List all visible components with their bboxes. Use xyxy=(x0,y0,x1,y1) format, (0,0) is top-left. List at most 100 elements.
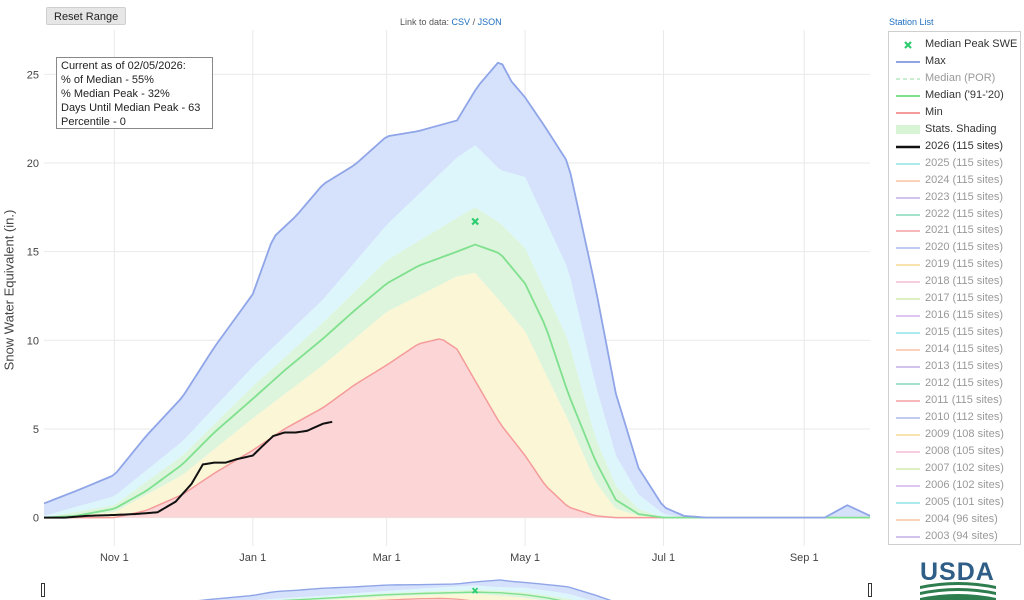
current-year-2026-line xyxy=(44,420,333,519)
y-tick-label: 15 xyxy=(27,247,39,259)
legend-swatch xyxy=(896,145,920,148)
legend-swatch xyxy=(896,484,920,487)
mini-median-peak-marker xyxy=(471,587,479,594)
y-tick-label: 0 xyxy=(33,513,39,525)
legend-swatch xyxy=(896,60,920,63)
range-slider-left-handle[interactable] xyxy=(41,583,45,597)
legend-swatch xyxy=(896,247,920,250)
legend-item[interactable]: Median Peak SWE xyxy=(889,36,1020,53)
legend-item[interactable]: 2023 (115 sites) xyxy=(889,189,1020,206)
legend-item[interactable]: 2015 (115 sites) xyxy=(889,324,1020,341)
range-slider-right-handle[interactable] xyxy=(868,583,872,597)
legend-label: Median ('91-'20) xyxy=(925,88,1004,101)
legend-swatch xyxy=(896,196,920,199)
legend-item[interactable]: Median (POR) xyxy=(889,70,1020,87)
legend-label: 2021 (115 sites) xyxy=(925,224,1004,237)
legend-item[interactable]: 2011 (115 sites) xyxy=(889,392,1020,409)
legend-item[interactable]: 2009 (108 sites) xyxy=(889,426,1020,443)
range-slider-preview xyxy=(46,578,868,600)
legend-label: 2023 (115 sites) xyxy=(925,190,1004,203)
legend-item[interactable]: Min xyxy=(889,104,1020,121)
x-tick-label: May 1 xyxy=(510,552,540,564)
line-layer xyxy=(43,61,871,519)
legend-item[interactable]: 2006 (102 sites) xyxy=(889,477,1020,494)
x-tick-label: Jul 1 xyxy=(652,552,675,564)
legend-swatch xyxy=(896,315,920,318)
legend-item[interactable]: 2024 (115 sites) xyxy=(889,172,1020,189)
legend-swatch xyxy=(896,518,920,521)
tick-layer: 0 5 10 15 20 25 Nov 1 Jan 1 Mar 1 May 1 Jul 1 Sep 1 xyxy=(27,69,819,564)
y-tick-label: 25 xyxy=(27,69,39,81)
band-70-30 xyxy=(44,207,870,518)
mini-band-max-90 xyxy=(204,580,610,600)
legend-item[interactable]: 2022 (115 sites) xyxy=(889,206,1020,223)
current-status-box: Current as of 02/05/2026: % of Median - … xyxy=(56,57,213,129)
legend-label: 2024 (115 sites) xyxy=(925,173,1004,186)
legend-item[interactable]: 2016 (115 sites) xyxy=(889,307,1020,324)
legend-item[interactable]: 2014 (115 sites) xyxy=(889,341,1020,358)
legend-label: 2005 (101 sites) xyxy=(925,495,1004,508)
json-link[interactable]: JSON xyxy=(477,17,502,27)
legend-swatch xyxy=(896,213,920,216)
legend-item[interactable]: 2021 (115 sites) xyxy=(889,222,1020,239)
mini-max-line xyxy=(198,579,612,600)
legend-swatch xyxy=(896,94,920,97)
legend-label: 2013 (115 sites) xyxy=(925,360,1004,373)
legend-item[interactable]: 2020 (115 sites) xyxy=(889,239,1020,256)
legend-item[interactable]: 2008 (105 sites) xyxy=(889,443,1020,460)
legend-label: 2009 (108 sites) xyxy=(925,427,1004,440)
legend-swatch xyxy=(896,416,920,419)
band-min-zero xyxy=(44,339,870,518)
legend-label: 2011 (115 sites) xyxy=(925,393,1003,406)
legend-label: Stats. Shading xyxy=(925,122,997,135)
band-30-min xyxy=(44,272,870,518)
mini-band-90-70 xyxy=(256,585,590,600)
legend-label: 2003 (94 sites) xyxy=(925,529,998,542)
legend-item[interactable]: 2010 (112 sites) xyxy=(889,409,1020,426)
legend-swatch xyxy=(896,383,920,385)
legend-label: 2017 (115 sites) xyxy=(925,292,1004,305)
legend-label: 2022 (115 sites) xyxy=(925,207,1004,220)
legend-item[interactable]: Median ('91-'20) xyxy=(889,87,1020,104)
legend-swatch xyxy=(904,41,912,49)
legend-swatch xyxy=(896,162,920,165)
legend-swatch xyxy=(896,501,920,504)
csv-link[interactable]: CSV xyxy=(451,17,471,27)
median-peak-marker xyxy=(471,217,479,226)
station-list-link[interactable]: Station List xyxy=(889,17,934,27)
legend-label: 2004 (96 sites) xyxy=(925,512,998,525)
x-tick-label: Sep 1 xyxy=(790,552,819,564)
y-tick-label: 5 xyxy=(33,424,39,436)
legend-item[interactable]: 2025 (115 sites) xyxy=(889,155,1020,172)
usda-logo-swoosh-2 xyxy=(920,588,996,595)
legend-item[interactable]: 2003 (94 sites) xyxy=(889,528,1020,545)
legend-swatch xyxy=(896,124,920,134)
x-tick-label: Nov 1 xyxy=(100,552,129,564)
legend-item[interactable]: Max xyxy=(889,53,1020,70)
legend-label: 2016 (115 sites) xyxy=(925,309,1004,322)
legend-item[interactable]: 2018 (115 sites) xyxy=(889,273,1020,290)
data-links-prefix: Link to data: xyxy=(400,17,452,27)
legend-item[interactable]: 2013 (115 sites) xyxy=(889,358,1020,375)
legend-swatch xyxy=(896,230,920,233)
legend-item[interactable]: 2004 (96 sites) xyxy=(889,511,1020,528)
legend-label: 2026 (115 sites) xyxy=(925,139,1004,152)
legend-item[interactable]: 2007 (102 sites) xyxy=(889,460,1020,477)
legend-item[interactable]: Stats. Shading xyxy=(889,121,1020,138)
band-layer xyxy=(44,62,870,518)
legend-label: 2015 (115 sites) xyxy=(925,326,1004,339)
legend-item[interactable]: 2012 (115 sites) xyxy=(889,375,1020,392)
legend-label: 2006 (102 sites) xyxy=(925,478,1004,491)
legend-item[interactable]: 2019 (115 sites) xyxy=(889,256,1020,273)
y-tick-label: 20 xyxy=(27,158,39,170)
reset-range-button[interactable]: Reset Range xyxy=(46,7,127,25)
legend-label: Median (POR) xyxy=(925,71,996,84)
legend-item[interactable]: 2017 (115 sites) xyxy=(889,290,1020,307)
data-links: Link to data: CSV / JSON xyxy=(400,17,502,27)
legend-label: 2007 (102 sites) xyxy=(925,461,1004,474)
legend-swatch xyxy=(896,179,920,182)
max-line xyxy=(43,61,871,519)
legend-swatch xyxy=(896,450,920,453)
legend-item[interactable]: 2005 (101 sites) xyxy=(889,494,1020,511)
legend-item[interactable]: 2026 (115 sites) xyxy=(889,138,1020,155)
